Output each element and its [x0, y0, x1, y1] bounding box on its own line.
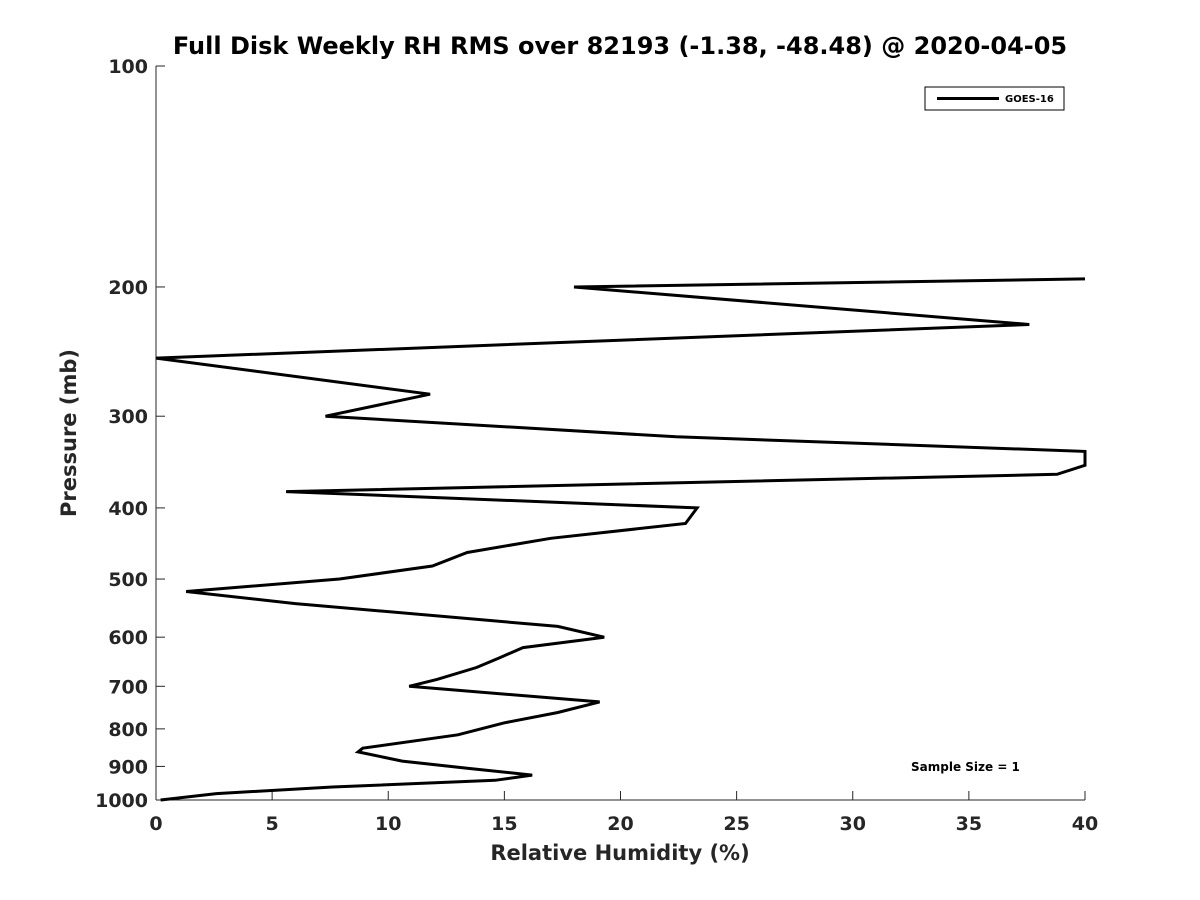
y-tick-label: 700: [108, 676, 148, 698]
axis-ticks: 0 5 10 15 20 25 30 35 40 100 200 300 400 500 600 700 800…: [95, 56, 1098, 835]
chart-title: Full Disk Weekly RH RMS over 82193 (-1.3…: [173, 32, 1067, 60]
y-tick-label: 800: [108, 719, 148, 741]
x-tick-label: 35: [956, 813, 982, 835]
y-tick-label: 200: [108, 277, 148, 299]
y-tick-label: 1000: [95, 790, 148, 812]
y-axis-label: Pressure (mb): [57, 349, 81, 517]
y-tick-label: 900: [108, 756, 148, 778]
x-tick-label: 15: [491, 813, 517, 835]
y-tick-label: 100: [108, 56, 148, 78]
y-tick-label: 300: [108, 406, 148, 428]
x-tick-label: 5: [266, 813, 279, 835]
series-line-goes-16: [155, 277, 1087, 802]
x-tick-label: 0: [149, 813, 162, 835]
x-tick-label: 40: [1072, 813, 1098, 835]
x-tick-label: 20: [607, 813, 633, 835]
x-axis-label: Relative Humidity (%): [490, 841, 749, 865]
x-tick-label: 30: [840, 813, 866, 835]
legend-label: GOES-16: [1005, 94, 1054, 105]
legend: GOES-16: [924, 86, 1065, 111]
x-tick-label: 10: [375, 813, 401, 835]
sample-size-annotation: Sample Size = 1: [911, 760, 1020, 774]
series-layer: [155, 277, 1087, 802]
y-tick-label: 400: [108, 498, 148, 520]
x-tick-label: 25: [723, 813, 749, 835]
y-tick-label: 600: [108, 627, 148, 649]
y-tick-label: 500: [108, 569, 148, 591]
